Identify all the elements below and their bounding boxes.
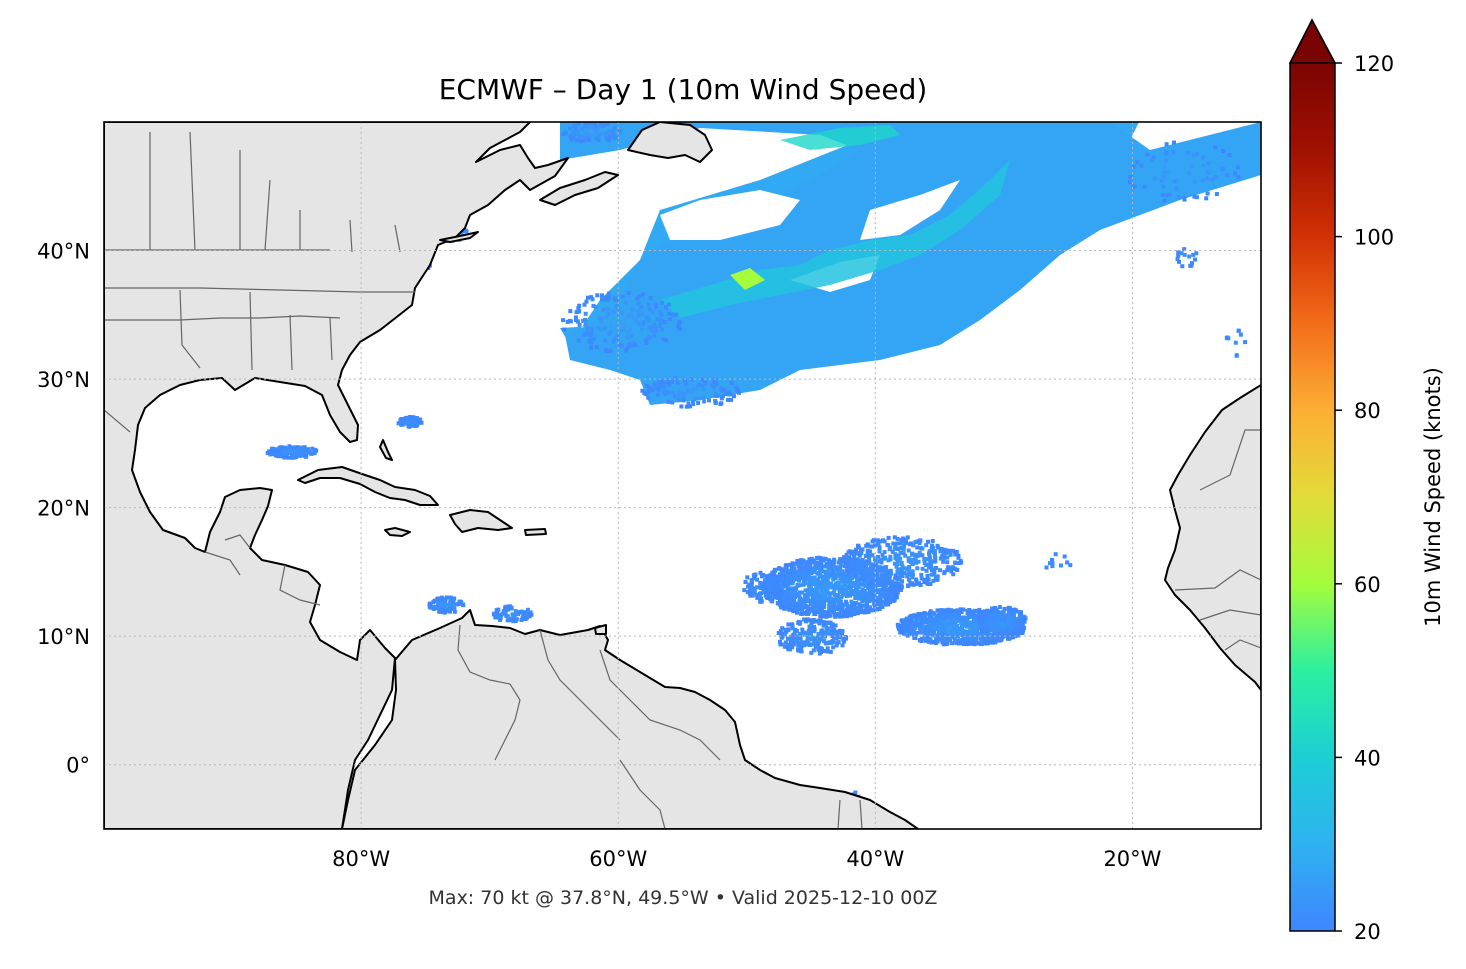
- lon-tick-label: 40°W: [846, 847, 904, 871]
- colorbar: 20 40 60 80 100 120 10m Wind Speed (knots): [1288, 18, 1445, 944]
- colorbar-tick-label: 120: [1354, 52, 1394, 76]
- wind-cluster: [561, 122, 622, 144]
- lon-tick-label: 20°W: [1103, 847, 1161, 871]
- colorbar-tick-label: 20: [1354, 920, 1381, 944]
- wind-cluster: [265, 444, 319, 460]
- lat-tick-label: 40°N: [37, 240, 90, 264]
- wind-cluster: [1175, 247, 1199, 269]
- colorbar-extend-triangle: [1288, 18, 1337, 64]
- wind-speed-field: [104, 122, 1261, 804]
- newfoundland: [627, 122, 713, 163]
- map-title: ECMWF – Day 1 (10m Wind Speed): [439, 73, 928, 106]
- wind-cluster: [976, 605, 1028, 639]
- lon-tick-label: 80°W: [332, 847, 390, 871]
- north-america-land: [104, 122, 569, 829]
- wind-cluster: [1044, 552, 1073, 570]
- nova-scotia: [539, 171, 619, 206]
- political-borders: [104, 131, 1261, 829]
- wind-cluster: [427, 595, 466, 615]
- trinidad: [594, 624, 607, 635]
- wind-cluster: [895, 607, 1027, 647]
- max-wind-footer: Max: 70 kt @ 37.8°N, 49.5°W • Valid 2025…: [429, 887, 938, 909]
- wind-cluster: [776, 617, 849, 656]
- wind-cluster: [742, 570, 783, 604]
- wind-cluster: [1127, 140, 1241, 203]
- south-america-land: [341, 609, 919, 829]
- lat-tick-label: 20°N: [37, 497, 90, 521]
- map-frame: [103, 121, 1262, 830]
- map-panel: 40°N 30°N 20°N 10°N 0° 80°W 60°W 40°W 20°W: [37, 121, 1262, 871]
- long-island: [439, 231, 479, 243]
- jamaica: [384, 527, 411, 537]
- wind-cluster: [396, 415, 424, 429]
- wind-cluster: [640, 376, 741, 409]
- land-areas: [104, 122, 1261, 829]
- hispaniola: [449, 509, 513, 533]
- lat-tick-label: 30°N: [37, 368, 90, 392]
- colorbar-label: 10m Wind Speed (knots): [1421, 367, 1445, 627]
- colorbar-outline: [1289, 18, 1336, 932]
- longitude-ticks: 80°W 60°W 40°W 20°W: [332, 847, 1162, 871]
- colorbar-tick-label: 40: [1354, 746, 1381, 770]
- africa-land: [1164, 384, 1261, 691]
- jet-band: [560, 122, 1261, 405]
- lon-tick-label: 60°W: [589, 847, 647, 871]
- wind-cluster: [561, 290, 682, 353]
- latitude-ticks: 40°N 30°N 20°N 10°N 0°: [37, 240, 90, 778]
- lat-tick-label: 10°N: [37, 625, 90, 649]
- wind-cluster: [842, 535, 964, 589]
- wind-cluster: [1224, 328, 1248, 358]
- colorbar-gradient: [1290, 63, 1335, 931]
- colorbar-tick-label: 60: [1354, 573, 1381, 597]
- puerto-rico: [524, 528, 547, 536]
- wind-cluster: [491, 604, 534, 624]
- lat-tick-label: 0°: [66, 754, 90, 778]
- colorbar-tick-label: 100: [1354, 226, 1394, 250]
- bahamas: [379, 439, 393, 461]
- colorbar-ticks: 20 40 60 80 100 120: [1335, 52, 1394, 944]
- colorbar-tick-label: 80: [1354, 399, 1381, 423]
